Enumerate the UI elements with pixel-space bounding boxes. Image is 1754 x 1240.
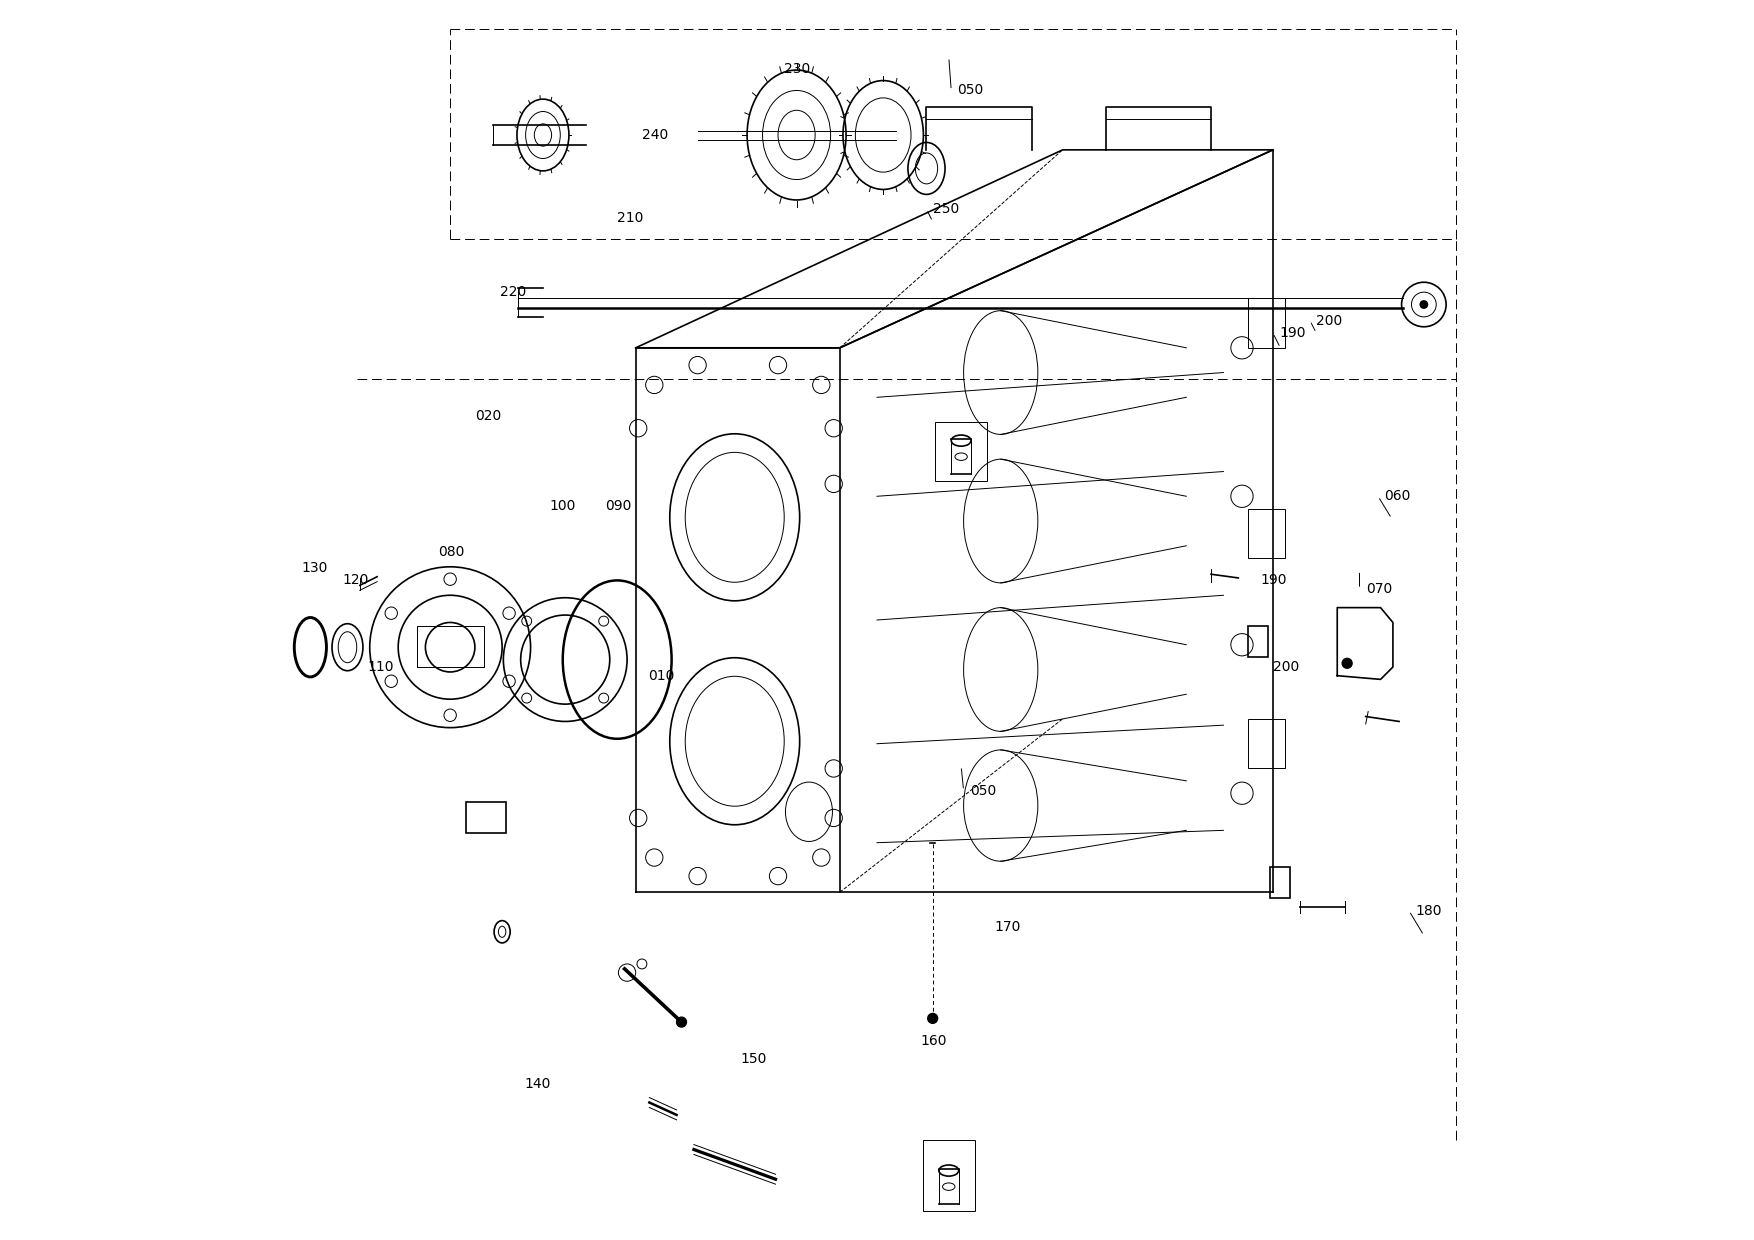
Text: 050: 050 bbox=[970, 784, 996, 797]
Text: 060: 060 bbox=[1384, 490, 1410, 503]
Bar bbox=[1270, 868, 1291, 898]
Text: 020: 020 bbox=[475, 409, 502, 423]
Text: 110: 110 bbox=[367, 660, 393, 675]
Bar bbox=[1249, 719, 1286, 769]
Bar bbox=[1249, 299, 1286, 347]
Text: 230: 230 bbox=[784, 62, 810, 77]
Text: 190: 190 bbox=[1279, 326, 1305, 340]
Text: 150: 150 bbox=[740, 1053, 766, 1066]
Text: 220: 220 bbox=[500, 285, 526, 299]
Text: 210: 210 bbox=[617, 211, 644, 224]
Text: 120: 120 bbox=[342, 573, 368, 588]
Text: 170: 170 bbox=[995, 920, 1021, 934]
Bar bbox=[1249, 626, 1268, 657]
Circle shape bbox=[677, 1017, 686, 1027]
Text: 250: 250 bbox=[933, 202, 959, 216]
Text: 160: 160 bbox=[921, 1034, 947, 1048]
Bar bbox=[467, 802, 505, 833]
Text: 200: 200 bbox=[1316, 314, 1342, 327]
Text: 200: 200 bbox=[1273, 660, 1300, 675]
Circle shape bbox=[1421, 301, 1428, 309]
Bar bbox=[935, 422, 988, 481]
Text: 130: 130 bbox=[302, 560, 328, 575]
Circle shape bbox=[928, 1013, 938, 1023]
Text: 090: 090 bbox=[605, 500, 631, 513]
Bar bbox=[1249, 508, 1286, 558]
Text: 140: 140 bbox=[524, 1078, 551, 1091]
Text: 050: 050 bbox=[958, 83, 984, 98]
Text: 180: 180 bbox=[1415, 904, 1442, 918]
Text: 070: 070 bbox=[1366, 582, 1393, 596]
Text: 080: 080 bbox=[438, 544, 465, 559]
Circle shape bbox=[1342, 658, 1352, 668]
Text: 100: 100 bbox=[549, 500, 575, 513]
Text: 190: 190 bbox=[1261, 573, 1287, 588]
Text: 010: 010 bbox=[649, 668, 675, 683]
Text: 240: 240 bbox=[642, 128, 668, 143]
Bar bbox=[923, 1140, 975, 1211]
